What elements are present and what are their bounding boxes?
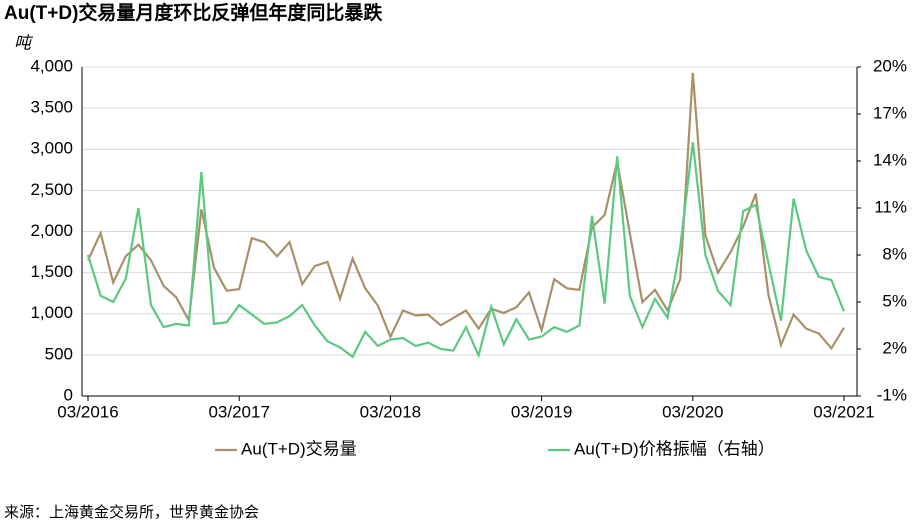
x-tick-label: 03/2020 bbox=[662, 402, 723, 421]
x-tick-label: 03/2018 bbox=[360, 402, 421, 421]
y2-tick-label: 5% bbox=[882, 291, 907, 310]
y-tick-label: 0 bbox=[64, 385, 73, 404]
x-tick-label: 03/2019 bbox=[511, 402, 572, 421]
y-tick-label: 1,500 bbox=[30, 262, 73, 281]
source: 来源：上海黄金交易所，世界黄金协会 bbox=[4, 503, 259, 521]
y-tick-label: 3,000 bbox=[30, 139, 73, 158]
x-tick-label: 03/2016 bbox=[57, 402, 118, 421]
y-axis-label: 吨 bbox=[14, 33, 34, 52]
y-tick-label: 500 bbox=[45, 344, 73, 363]
y2-tick-label: 8% bbox=[882, 244, 907, 263]
y2-tick-label: 14% bbox=[873, 150, 907, 169]
legend-label: Au(T+D)价格振幅（右轴） bbox=[574, 439, 775, 458]
line-series bbox=[87, 72, 845, 351]
chart-title: Au(T+D)交易量月度环比反弹但年度同比暴跌 bbox=[4, 1, 383, 24]
y-tick-label: 2,000 bbox=[30, 221, 73, 240]
y2-tick-label: 17% bbox=[873, 103, 907, 122]
y-tick-label: 1,000 bbox=[30, 303, 73, 322]
y-tick-label: 4,000 bbox=[30, 56, 73, 75]
y-tick-label: 3,500 bbox=[30, 98, 73, 117]
y2-tick-label: -1% bbox=[877, 385, 907, 404]
y2-tick-label: 20% bbox=[873, 56, 907, 75]
legend-label: Au(T+D)交易量 bbox=[241, 439, 357, 458]
x-tick-label: 03/2021 bbox=[813, 402, 874, 421]
x-tick-label: 03/2017 bbox=[208, 402, 269, 421]
line-series bbox=[86, 142, 846, 359]
y2-tick-label: 2% bbox=[882, 338, 907, 357]
y2-tick-label: 11% bbox=[874, 197, 907, 216]
y-tick-label: 2,500 bbox=[30, 180, 73, 199]
